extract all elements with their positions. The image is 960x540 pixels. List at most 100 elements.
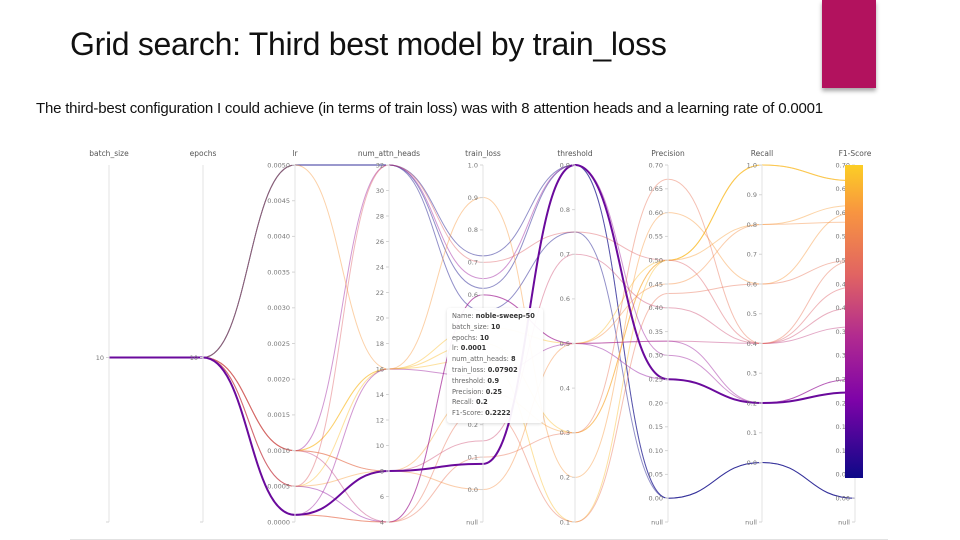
run-line[interactable] (109, 164, 856, 499)
tick-label: 0.3 (560, 429, 570, 437)
tooltip-row-recall: Recall: 0.2 (452, 398, 488, 407)
tick-label: 6 (380, 493, 384, 501)
tick-label: 0.7 (560, 251, 570, 259)
axis-batch-size[interactable]: batch_size 10 (89, 149, 129, 523)
run-line[interactable] (109, 164, 856, 478)
axis-title: epochs (190, 149, 217, 158)
tick-label: 0.00 (836, 495, 850, 503)
hover-tooltip: Name: noble-sweep-50 batch_size: 10 epoc… (447, 308, 543, 423)
null-label: null (838, 518, 850, 526)
axis-title: F1-Score (839, 149, 872, 158)
tooltip-row-lr: lr: 0.0001 (452, 344, 487, 353)
tick-label: 0.00 (649, 495, 663, 503)
tick-label: 0.6 (468, 291, 478, 299)
tick-label: 14 (376, 391, 384, 399)
tick-label: 0.4 (560, 384, 570, 392)
tick-label: 0.1 (747, 429, 757, 437)
tick-label: 28 (376, 212, 384, 220)
tick-label: 0.05 (649, 471, 663, 479)
tick-label: 0.9 (747, 191, 757, 199)
tick-label: 1.0 (468, 161, 478, 169)
tick-label: 0.30 (836, 352, 850, 360)
tick-label: 0.0045 (267, 197, 290, 205)
f1-colorbar (845, 165, 863, 478)
tick-label: 1.0 (747, 161, 757, 169)
tick-label: 0.30 (649, 352, 663, 360)
tick-label: 0.35 (649, 328, 663, 336)
tick-label: 0.50 (649, 257, 663, 265)
run-line[interactable] (109, 253, 856, 472)
tick-label: 0.4 (747, 340, 757, 348)
run-lines[interactable] (109, 163, 856, 523)
tooltip-row-batch-size: batch_size: 10 (452, 322, 501, 331)
tick-label: 0.60 (649, 209, 663, 217)
tick-label: 0.20 (836, 399, 850, 407)
tick-label: 0.55 (836, 233, 850, 241)
tick-label: 0.8 (468, 226, 478, 234)
run-line[interactable] (109, 164, 856, 452)
tick-label: 0.9 (468, 194, 478, 202)
tick-label: 0.7 (747, 251, 757, 259)
tick-label: 24 (376, 263, 384, 271)
tooltip-row-f1-score: F1-Score: 0.2222 (452, 409, 511, 418)
tick-label: 0.8 (747, 221, 757, 229)
axis-precision[interactable]: Precision 0.00 0.05 0.10 0.15 0.20 0.25 0.30 0.3… (649, 149, 685, 526)
tick-label: 30 (376, 187, 384, 195)
tick-label: 0.40 (836, 304, 850, 312)
tick-label: 0.25 (649, 376, 663, 384)
tick-label: 0.50 (836, 257, 850, 265)
axis-title: Precision (651, 149, 685, 158)
tick-label: 0.45 (649, 280, 663, 288)
tick-label: 0.2 (560, 474, 570, 482)
run-line[interactable] (109, 164, 856, 487)
tick-label: 0.0035 (267, 268, 290, 276)
tick-label: 0.05 (836, 471, 850, 479)
tick-label: 0.6 (560, 295, 570, 303)
axis-title: Recall (751, 149, 773, 158)
axis-threshold[interactable]: threshold 0.1 0.2 0.3 0.4 0.5 0.6 0.7 0.8 0.9 (557, 149, 593, 526)
tick-label: 0.0030 (267, 304, 290, 312)
axis-lr[interactable]: lr 0.0000 0.0005 0.0010 0.0015 0.0020 0.0025 0.… (267, 149, 298, 526)
tick-label: 0.5 (560, 340, 570, 348)
axis-title: threshold (557, 149, 593, 158)
tick-label: 18 (376, 340, 384, 348)
tick-label: 0.2 (747, 399, 757, 407)
tick-label: 26 (376, 238, 384, 246)
tick-label: 0.40 (649, 304, 663, 312)
tooltip-row-threshold: threshold: 0.9 (452, 376, 500, 385)
tick-label: 10 (96, 354, 104, 362)
tick-label: 32 (376, 161, 384, 169)
tick-label: 0.0020 (267, 376, 290, 384)
chart-svg: batch_size10epochs10lr0.00000.00050.0010… (89, 149, 872, 526)
tooltip-row-train-loss: train_loss: 0.07902 (452, 365, 518, 374)
axis-epochs[interactable]: epochs 10 (190, 149, 217, 523)
tick-label: 0.3 (747, 370, 757, 378)
tick-label: 10 (376, 442, 384, 450)
run-line[interactable] (109, 164, 856, 499)
run-line[interactable] (109, 221, 856, 491)
tooltip-row-num-attn-heads: num_attn_heads: 8 (452, 355, 516, 364)
tick-label: 0.35 (836, 328, 850, 336)
tick-label: 0.0000 (267, 518, 290, 526)
tick-label: 0.6 (747, 280, 757, 288)
parallel-coordinates-chart[interactable]: batch_size 10 epochs 10 lr 0.0000 0.0005 0.0010… (0, 140, 960, 540)
axis-title: train_loss (465, 149, 501, 158)
tick-label: 16 (376, 365, 384, 373)
tick-label: 0.25 (836, 376, 850, 384)
tick-label: 0.55 (649, 233, 663, 241)
highlighted-run-line[interactable] (109, 163, 856, 516)
tick-label: 8 (380, 467, 384, 475)
tick-label: 0.0050 (267, 161, 290, 169)
axis-num-attn-heads[interactable]: num_attn_heads 4 6 8 10 12 14 16 18 20 22 24 26 28 30 3… (358, 149, 420, 526)
axis-recall[interactable]: Recall 0.0 0.1 0.2 0.3 0.4 0.5 0.6 0.7 0.8 0.9 1.0 n… (745, 149, 773, 526)
tick-label: 0.10 (649, 447, 663, 455)
slide-title: Grid search: Third best model by train_l… (70, 26, 667, 62)
tick-label: 0.15 (836, 423, 850, 431)
tick-label: 4 (380, 518, 384, 526)
tick-label: 10 (190, 354, 198, 362)
tick-label: 0.0015 (267, 411, 290, 419)
tick-label: 0.2 (468, 421, 478, 429)
tick-label: 0.45 (836, 280, 850, 288)
tick-label: 0.70 (649, 161, 663, 169)
tick-label: 0.1 (560, 518, 570, 526)
